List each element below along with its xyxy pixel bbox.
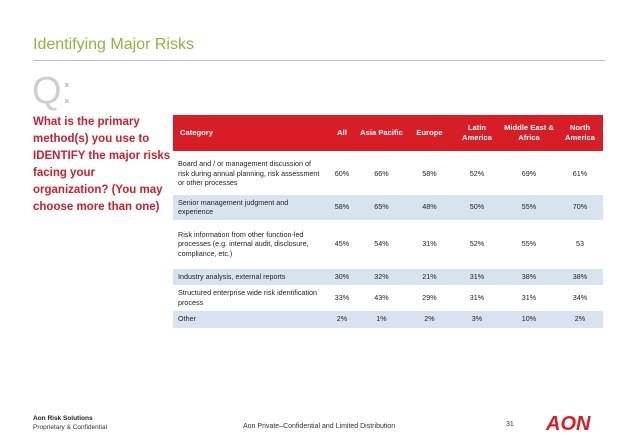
cell-europe: 58%	[406, 152, 453, 195]
cell-middle-east-africa: 55%	[501, 194, 557, 221]
row-category: Risk information from other function-led…	[173, 220, 327, 269]
header-europe: Europe	[406, 115, 453, 153]
question-text: What is the primary method(s) you use to…	[33, 116, 171, 213]
table-header-row: Category All Asia Pacific Europe Latin A…	[173, 115, 603, 153]
cell-asia-pacific: 43%	[357, 285, 406, 311]
cell-north-america: 38%	[557, 268, 603, 286]
footer-distribution-notice: Aon Private–Confidential and Limited Dis…	[243, 423, 396, 430]
table-row: Board and / or management discussion of …	[173, 152, 603, 195]
row-category: Structured enterprise wide risk identifi…	[173, 285, 327, 311]
cell-north-america: 2%	[557, 310, 603, 329]
cell-latin-america: 52%	[453, 220, 501, 269]
cell-middle-east-africa: 38%	[501, 268, 557, 286]
table-row: Senior management judgment and experienc…	[173, 194, 603, 221]
cell-middle-east-africa: 10%	[501, 310, 557, 329]
cell-asia-pacific: 32%	[357, 268, 406, 286]
cell-north-america: 34%	[557, 285, 603, 311]
row-category: Senior management judgment and experienc…	[173, 194, 327, 221]
header-asia-pacific: Asia Pacific	[357, 115, 406, 153]
cell-latin-america: 3%	[453, 310, 501, 329]
cell-asia-pacific: 1%	[357, 310, 406, 329]
page-number: 31	[506, 421, 514, 428]
cell-asia-pacific: 65%	[357, 194, 406, 221]
aon-logo-icon: AON	[545, 413, 591, 434]
question-mark-label: Q:	[32, 70, 73, 112]
table-row: Structured enterprise wide risk identifi…	[173, 285, 603, 311]
cell-asia-pacific: 54%	[357, 220, 406, 269]
cell-north-america: 53	[557, 220, 603, 269]
cell-all: 45%	[327, 220, 357, 269]
header-all: All	[327, 115, 357, 153]
cell-europe: 29%	[406, 285, 453, 311]
cell-all: 58%	[327, 194, 357, 221]
cell-middle-east-africa: 31%	[501, 285, 557, 311]
table-row: Industry analysis, external reports 30% …	[173, 268, 603, 286]
header-north-america: North America	[557, 115, 603, 153]
cell-all: 2%	[327, 310, 357, 329]
row-category: Board and / or management discussion of …	[173, 152, 327, 195]
cell-europe: 48%	[406, 194, 453, 221]
footer-company: Aon Risk Solutions	[33, 415, 93, 422]
cell-latin-america: 31%	[453, 268, 501, 286]
aon-logo: AON	[545, 412, 607, 434]
cell-europe: 21%	[406, 268, 453, 286]
header-latin-america: Latin America	[453, 115, 501, 153]
aon-logo-text: AON	[545, 413, 591, 434]
cell-latin-america: 31%	[453, 285, 501, 311]
footer-confidential: Proprietary & Confidential	[33, 424, 108, 431]
cell-europe: 31%	[406, 220, 453, 269]
table-row: Risk information from other function-led…	[173, 220, 603, 269]
cell-asia-pacific: 66%	[357, 152, 406, 195]
risk-table: Category All Asia Pacific Europe Latin A…	[173, 115, 603, 329]
cell-north-america: 70%	[557, 194, 603, 221]
cell-middle-east-africa: 55%	[501, 220, 557, 269]
cell-north-america: 61%	[557, 152, 603, 195]
cell-latin-america: 52%	[453, 152, 501, 195]
cell-europe: 2%	[406, 310, 453, 329]
cell-all: 60%	[327, 152, 357, 195]
header-middle-east-africa: Middle East & Africa	[501, 115, 557, 153]
header-category: Category	[173, 115, 327, 153]
title-divider	[33, 60, 605, 61]
cell-all: 33%	[327, 285, 357, 311]
row-category: Industry analysis, external reports	[173, 268, 327, 286]
cell-all: 30%	[327, 268, 357, 286]
table-row: Other 2% 1% 2% 3% 10% 2%	[173, 310, 603, 329]
slide-title: Identifying Major Risks	[33, 36, 194, 53]
cell-middle-east-africa: 69%	[501, 152, 557, 195]
row-category: Other	[173, 310, 327, 329]
cell-latin-america: 50%	[453, 194, 501, 221]
